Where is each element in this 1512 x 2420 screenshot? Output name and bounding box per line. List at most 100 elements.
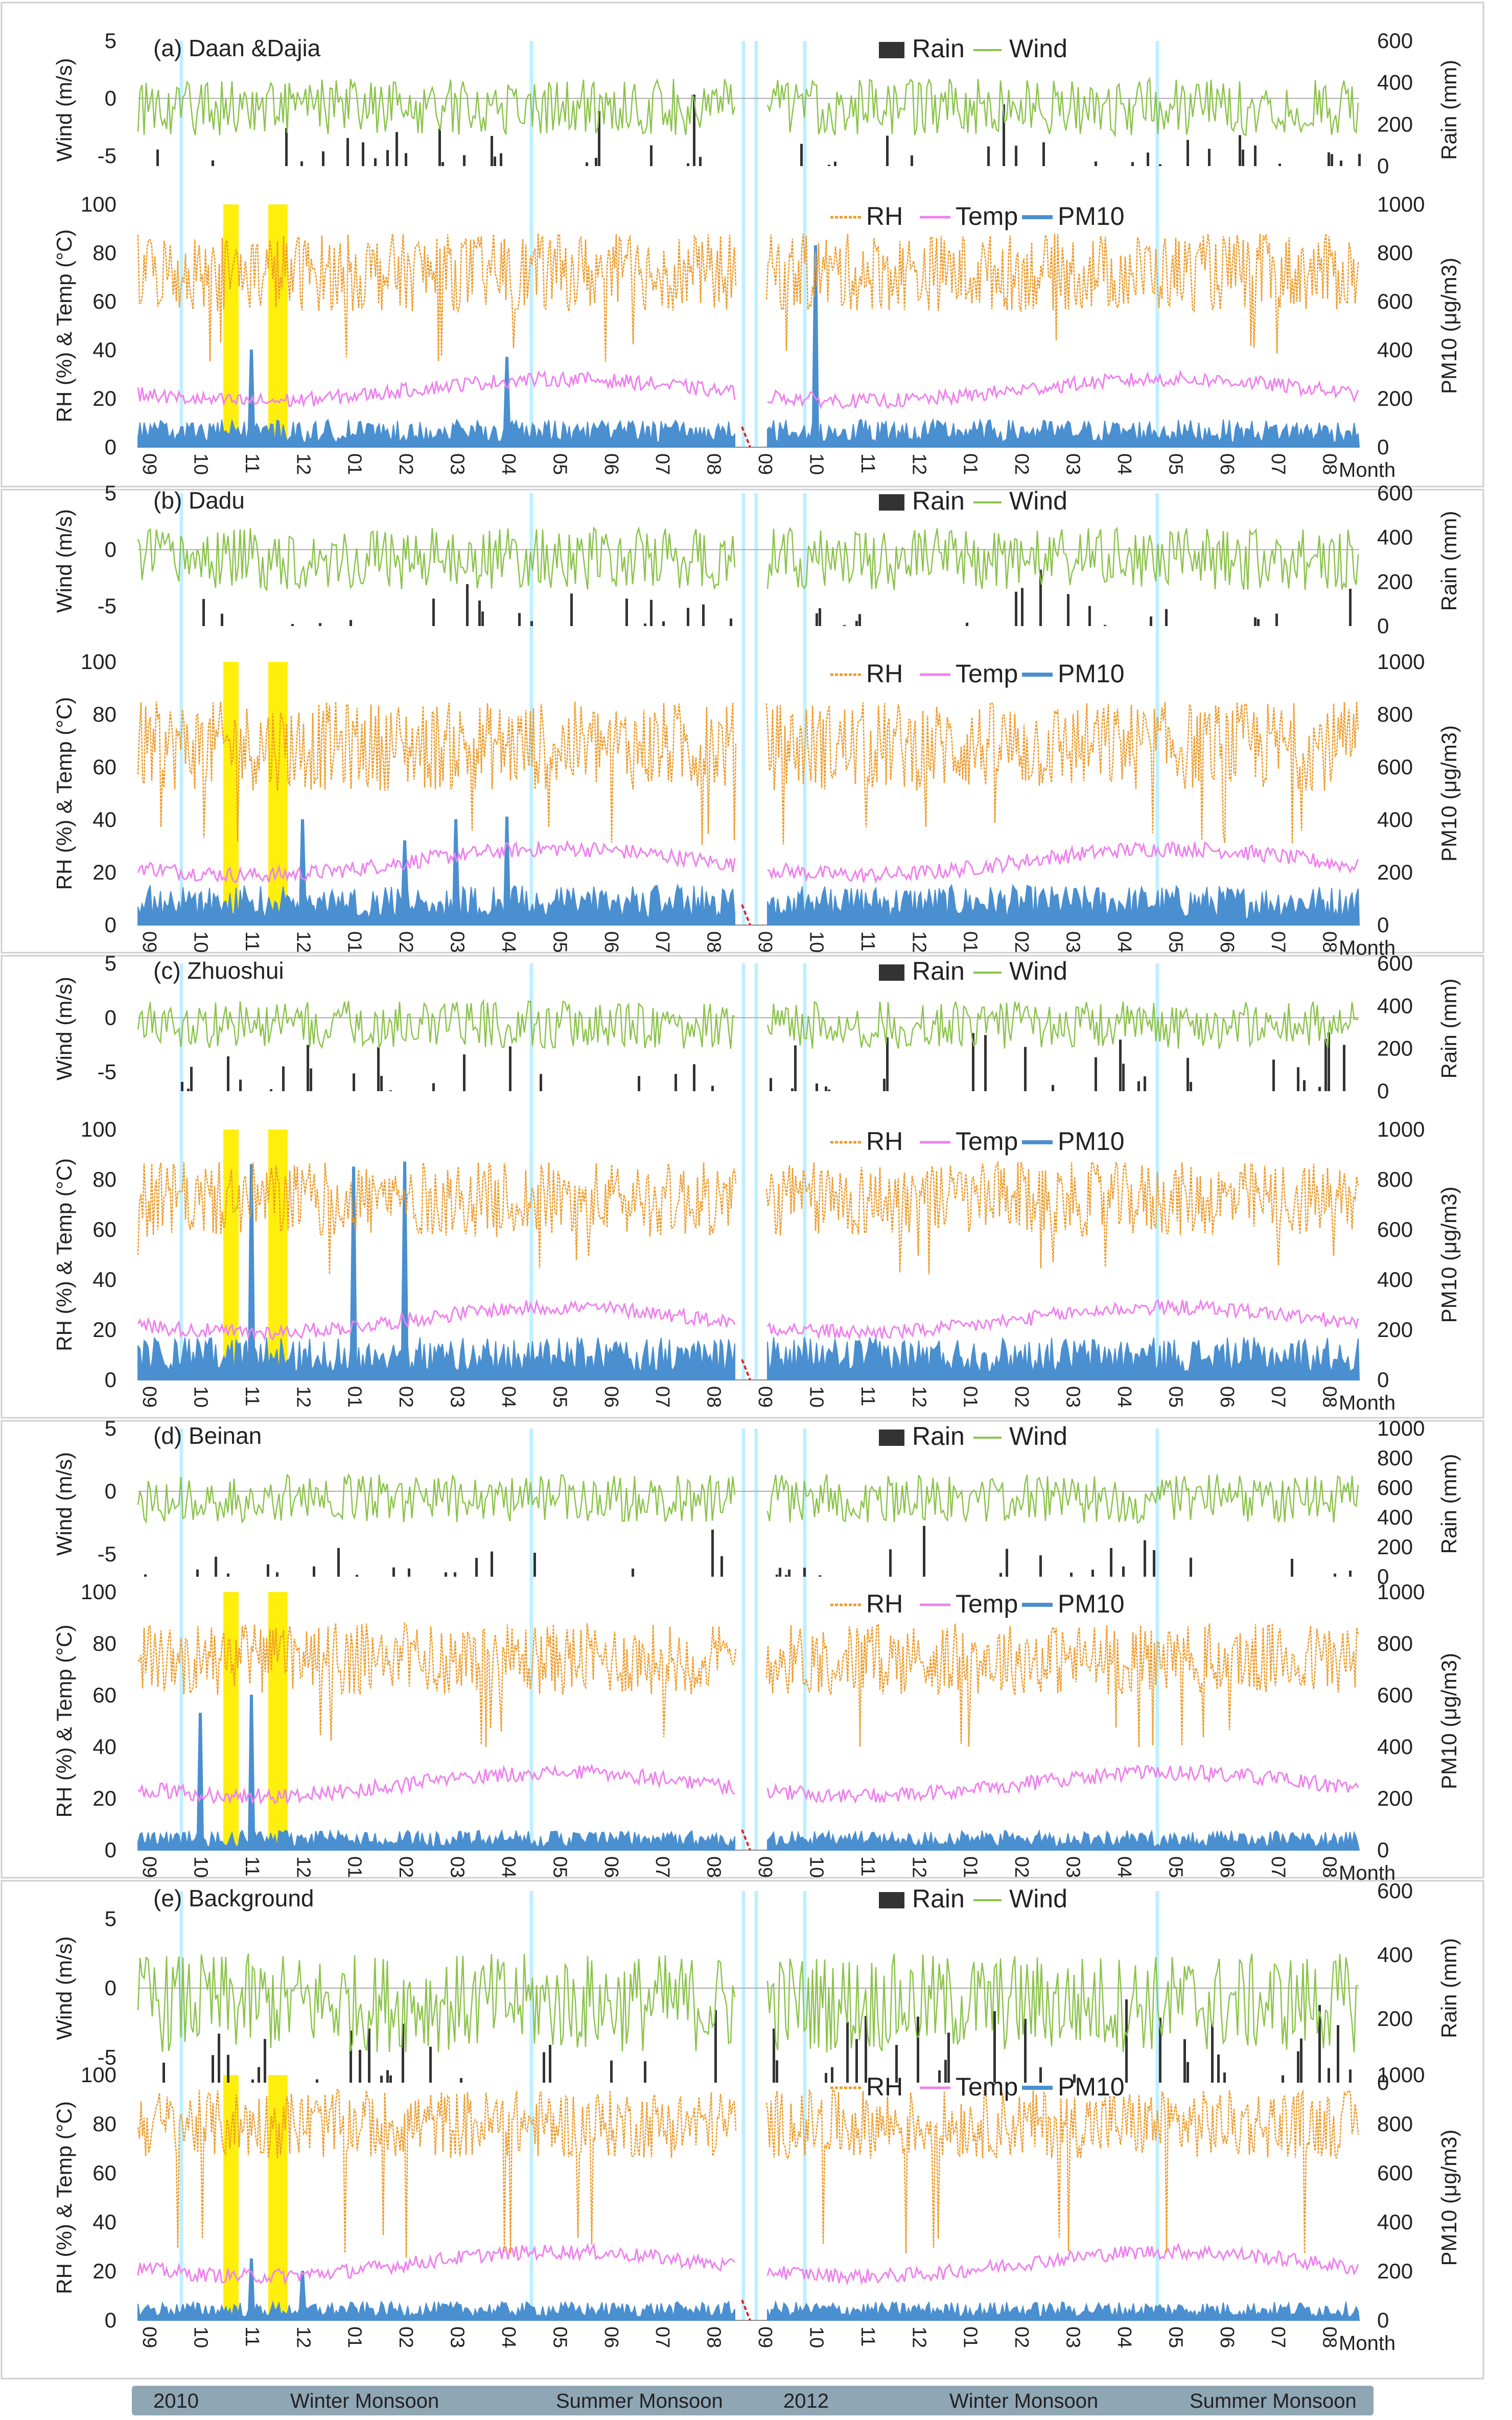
main-left-axis-label: RH (%) & Temp (°C)	[52, 2101, 76, 2294]
rain-bar	[714, 2010, 717, 2083]
legend-wind-label: Wind	[1009, 487, 1067, 515]
legend-temp-label: Temp	[956, 659, 1018, 688]
rain-bar	[1137, 1081, 1140, 1091]
main-left-axis-tick: 20	[92, 1318, 117, 1342]
rain-bar	[687, 163, 689, 166]
legend-temp-label: Temp	[956, 1127, 1018, 1156]
rain-bar	[212, 2055, 214, 2083]
rain-bar	[699, 156, 702, 166]
legend-wind-label: Wind	[1009, 34, 1067, 63]
x-axis-tick: 10	[805, 931, 827, 953]
x-axis-tick: 03	[447, 931, 468, 953]
main-left-axis-tick: 20	[92, 1786, 117, 1810]
rain-bar	[1052, 1085, 1054, 1091]
x-axis-tick: 11	[241, 1856, 263, 1876]
x-axis-tick: 05	[1165, 1386, 1186, 1408]
main-left-axis-label: RH (%) & Temp (°C)	[52, 229, 76, 423]
rain-bar	[1067, 594, 1069, 626]
rain-bar	[644, 2061, 646, 2083]
rain-bar	[408, 1568, 410, 1577]
x-axis-tick: 08	[1319, 453, 1340, 475]
x-axis-tick: 06	[600, 1856, 622, 1878]
rain-bar	[846, 2021, 849, 2083]
wind-axis-tick: 5	[105, 481, 117, 505]
rain-bar	[494, 156, 496, 166]
rain-bar	[831, 2067, 833, 2083]
rain-bar	[350, 620, 352, 626]
rain-axis-tick: 800	[1377, 1446, 1413, 1470]
main-left-axis-tick: 60	[92, 2161, 117, 2185]
x-axis-tick: 06	[600, 931, 622, 953]
rain-axis-tick: 400	[1377, 1505, 1413, 1529]
rain-bar	[1122, 1566, 1125, 1577]
legend-wind-label: Wind	[1009, 1422, 1067, 1450]
rain-bar	[380, 1076, 383, 1091]
main-left-axis-tick: 100	[81, 650, 117, 674]
main-left-axis-tick: 60	[92, 1683, 117, 1707]
legend-temp-label: Temp	[956, 2072, 1018, 2101]
rain-bar	[282, 1066, 285, 1091]
x-axis-tick: 03	[447, 1856, 468, 1878]
rain-axis-tick: 600	[1377, 29, 1413, 53]
rain-bar	[720, 1556, 723, 1577]
rain-bar	[889, 1549, 892, 1577]
rain-bar	[855, 2039, 858, 2083]
rain-bar	[917, 2016, 919, 2083]
legend-wind-label: Wind	[1009, 957, 1067, 985]
rain-axis-tick: 200	[1377, 1535, 1413, 1559]
rain-bar	[1039, 2067, 1042, 2083]
temp-series-line	[137, 2242, 1359, 2286]
x-axis-tick: 09	[754, 2326, 776, 2348]
x-axis-tick: 10	[805, 1856, 827, 1878]
rain-bar	[794, 1045, 797, 1091]
rain-bar	[1104, 625, 1106, 626]
main-left-axis-tick: 20	[92, 860, 117, 884]
x-axis-tick: 11	[857, 1856, 878, 1876]
wind-axis-tick: 5	[105, 29, 117, 53]
rain-bar	[346, 138, 349, 166]
rain-bar	[1144, 1076, 1146, 1091]
x-axis-tick: 04	[498, 1856, 519, 1878]
panel-frame	[1, 1420, 1484, 1879]
temp-series-line	[137, 370, 1359, 410]
wind-series-line	[137, 1953, 1359, 2053]
rain-bar	[144, 1574, 147, 1577]
rain-bar	[674, 1074, 677, 1091]
rain-bar	[432, 598, 435, 626]
gap-mark	[741, 426, 751, 448]
rain-bar	[1272, 1059, 1275, 1091]
rain-bar	[644, 623, 646, 626]
x-axis-tick: 01	[960, 453, 981, 475]
rain-bar	[1257, 619, 1260, 626]
x-axis-tick: 10	[190, 1386, 211, 1408]
rain-bar	[500, 153, 502, 166]
rain-bar	[1183, 2039, 1186, 2083]
rain-bar	[598, 111, 600, 166]
rain-bar	[218, 2034, 220, 2083]
rain-axis-tick: 400	[1377, 525, 1413, 549]
rain-bar	[1239, 135, 1241, 166]
rain-bar	[586, 162, 588, 166]
x-axis-tick: 08	[703, 2326, 725, 2348]
rain-bar	[828, 165, 830, 166]
rain-bar	[687, 608, 689, 626]
rain-bar	[693, 95, 695, 166]
main-right-axis-tick: 400	[1377, 1267, 1413, 1292]
rain-bar	[1024, 1047, 1027, 1091]
main-right-axis-tick: 0	[1377, 2308, 1389, 2332]
timeline-winter-2: Winter Monsoon	[949, 2390, 1099, 2412]
x-axis-tick: 02	[395, 1386, 416, 1408]
rain-axis-tick: 200	[1377, 112, 1413, 136]
main-left-axis-tick: 40	[92, 808, 117, 832]
rain-bar	[359, 2049, 361, 2083]
x-axis-tick: 02	[1011, 2326, 1032, 2348]
legend-pm10-label: PM10	[1058, 2072, 1125, 2101]
x-axis-tick: 09	[138, 1856, 160, 1878]
wind-axis-label: Wind (m/s)	[52, 977, 76, 1080]
x-axis-tick: 01	[960, 1386, 981, 1408]
rain-bar	[322, 151, 324, 166]
highlight-band	[223, 2075, 239, 2320]
highlight-band	[223, 204, 239, 447]
rain-bar	[987, 146, 990, 166]
